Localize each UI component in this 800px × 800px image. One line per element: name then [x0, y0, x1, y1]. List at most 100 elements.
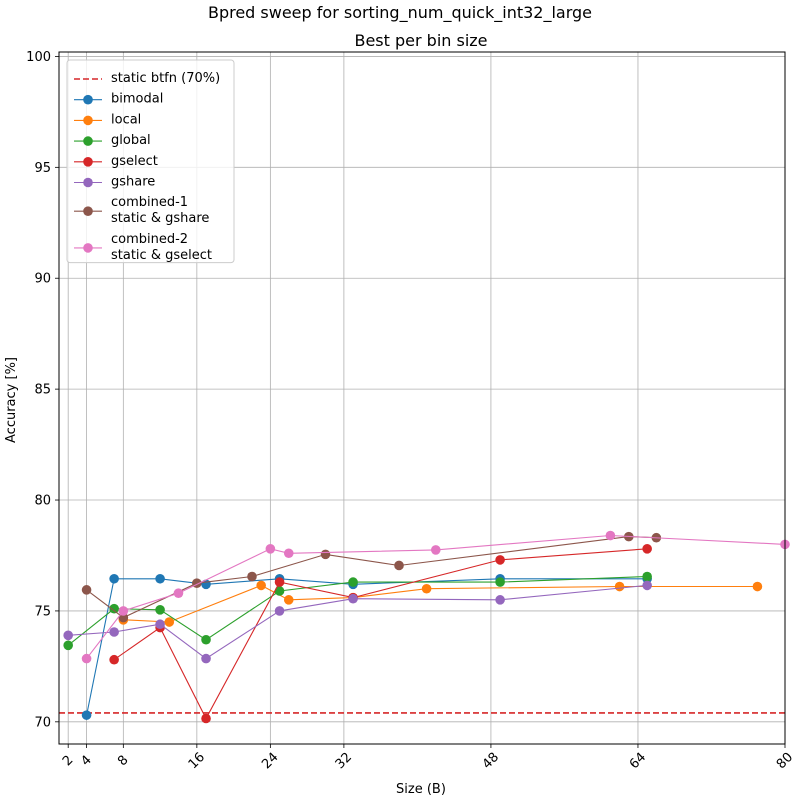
y-tick-label: 95	[34, 161, 51, 176]
data-point-local	[752, 581, 763, 592]
y-tick-label: 85	[34, 383, 51, 398]
plot-frame	[58, 51, 786, 745]
x-tick-label: 64	[627, 750, 649, 772]
data-point-gshare	[495, 595, 505, 605]
legend-marker	[83, 136, 93, 146]
data-point-global	[495, 577, 505, 587]
data-point-gshare	[201, 653, 211, 664]
data-point-combined-2	[283, 548, 294, 559]
data-point-gselect	[109, 654, 119, 665]
data-point-gshare	[348, 593, 358, 604]
data-point-gselect	[274, 577, 285, 587]
legend-marker	[83, 177, 93, 188]
x-tick-label: 80	[774, 750, 796, 772]
x-tick-label: 48	[480, 750, 502, 772]
series-combined-2	[81, 530, 790, 664]
x-tick-label: 16	[186, 750, 208, 772]
data-point-global	[63, 640, 73, 651]
legend-frame	[66, 59, 235, 264]
data-point-global	[642, 571, 652, 582]
data-point-bimodal	[155, 573, 165, 584]
series-line-combined-1	[86, 536, 657, 619]
x-tick-label: 8	[115, 753, 131, 769]
x-tick-label: 2	[60, 753, 76, 769]
data-point-local	[164, 617, 175, 627]
data-point-combined-2	[118, 606, 129, 616]
data-point-combined-1	[394, 560, 404, 571]
data-point-global	[155, 605, 165, 615]
series-combined-1	[81, 531, 662, 623]
grid	[59, 52, 786, 744]
y-tick-label: 80	[34, 494, 51, 509]
data-point-global	[274, 586, 285, 596]
legend-label: combined-2 static & gselect	[111, 232, 212, 263]
legend-label: gselect	[111, 154, 158, 169]
data-point-global	[201, 634, 211, 645]
data-point-gshare	[274, 606, 285, 616]
legend-item-global: global	[74, 133, 151, 148]
legend-item-bimodal: bimodal	[74, 92, 163, 107]
x-axis-label: Size (B)	[396, 782, 446, 797]
y-axis-label: Accuracy [%]	[4, 357, 19, 443]
series-gselect	[109, 544, 652, 724]
legend-marker	[83, 115, 93, 126]
y-tick-label: 90	[34, 272, 51, 287]
chart-title: Bpred sweep for sorting_num_quick_int32_…	[208, 3, 592, 23]
data-point-combined-2	[265, 544, 276, 554]
legend-item-combined-2: combined-2 static & gselect	[74, 232, 212, 263]
legend-label: static btfn (70%)	[111, 71, 220, 86]
y-tick-label: 70	[34, 715, 51, 730]
series-line-local	[123, 584, 758, 623]
data-point-local	[256, 580, 266, 591]
data-point-gshare	[63, 630, 73, 641]
chart-subtitle: Best per bin size	[354, 31, 487, 50]
legend-marker	[83, 206, 93, 216]
data-point-gshare	[109, 627, 119, 637]
legend-marker	[83, 94, 93, 105]
x-tick-label: 24	[259, 750, 281, 772]
data-point-gselect	[642, 544, 652, 554]
data-point-gselect	[201, 713, 211, 724]
data-point-bimodal	[109, 573, 119, 584]
legend-item-local: local	[74, 112, 141, 127]
data-point-global	[109, 603, 119, 614]
x-tick-label: 32	[333, 750, 355, 772]
legend-item-combined-1: combined-1 static & gshare	[74, 195, 209, 226]
y-tick-label: 100	[26, 50, 51, 65]
x-tick-label: 4	[78, 753, 94, 769]
data-point-local	[283, 595, 294, 605]
data-point-combined-1	[81, 585, 92, 595]
legend-label: gshare	[111, 175, 155, 190]
series-gshare	[63, 580, 652, 664]
series-line-gshare	[68, 584, 648, 660]
data-point-local	[421, 583, 432, 594]
data-point-gselect	[495, 555, 505, 565]
series-line-bimodal	[86, 578, 648, 716]
legend-label: local	[111, 112, 141, 127]
data-point-gshare	[642, 580, 652, 591]
legend-label: bimodal	[111, 92, 163, 107]
series-line-gselect	[113, 548, 648, 720]
legend-item-gshare: gshare	[74, 175, 155, 190]
series-local	[118, 580, 763, 627]
data-point-combined-2	[81, 653, 92, 664]
data-point-local	[614, 581, 625, 592]
data-point-combined-1	[320, 549, 331, 560]
legend-marker	[83, 243, 93, 253]
y-tick-label: 75	[34, 604, 51, 619]
data-point-combined-2	[605, 530, 616, 541]
data-point-combined-2	[173, 588, 184, 598]
data-point-bimodal	[81, 710, 92, 720]
data-point-combined-1	[118, 612, 129, 623]
legend-item-gselect: gselect	[74, 154, 158, 169]
series-layer	[59, 530, 790, 724]
data-point-combined-1	[247, 571, 257, 582]
data-point-gshare	[155, 619, 165, 630]
legend-label: global	[111, 133, 151, 148]
series-line-combined-2	[86, 534, 786, 659]
legend-marker	[83, 157, 93, 167]
legend-item-static-btfn-70-: static btfn (70%)	[74, 71, 220, 86]
data-point-global	[348, 577, 358, 587]
data-point-combined-2	[430, 545, 441, 555]
